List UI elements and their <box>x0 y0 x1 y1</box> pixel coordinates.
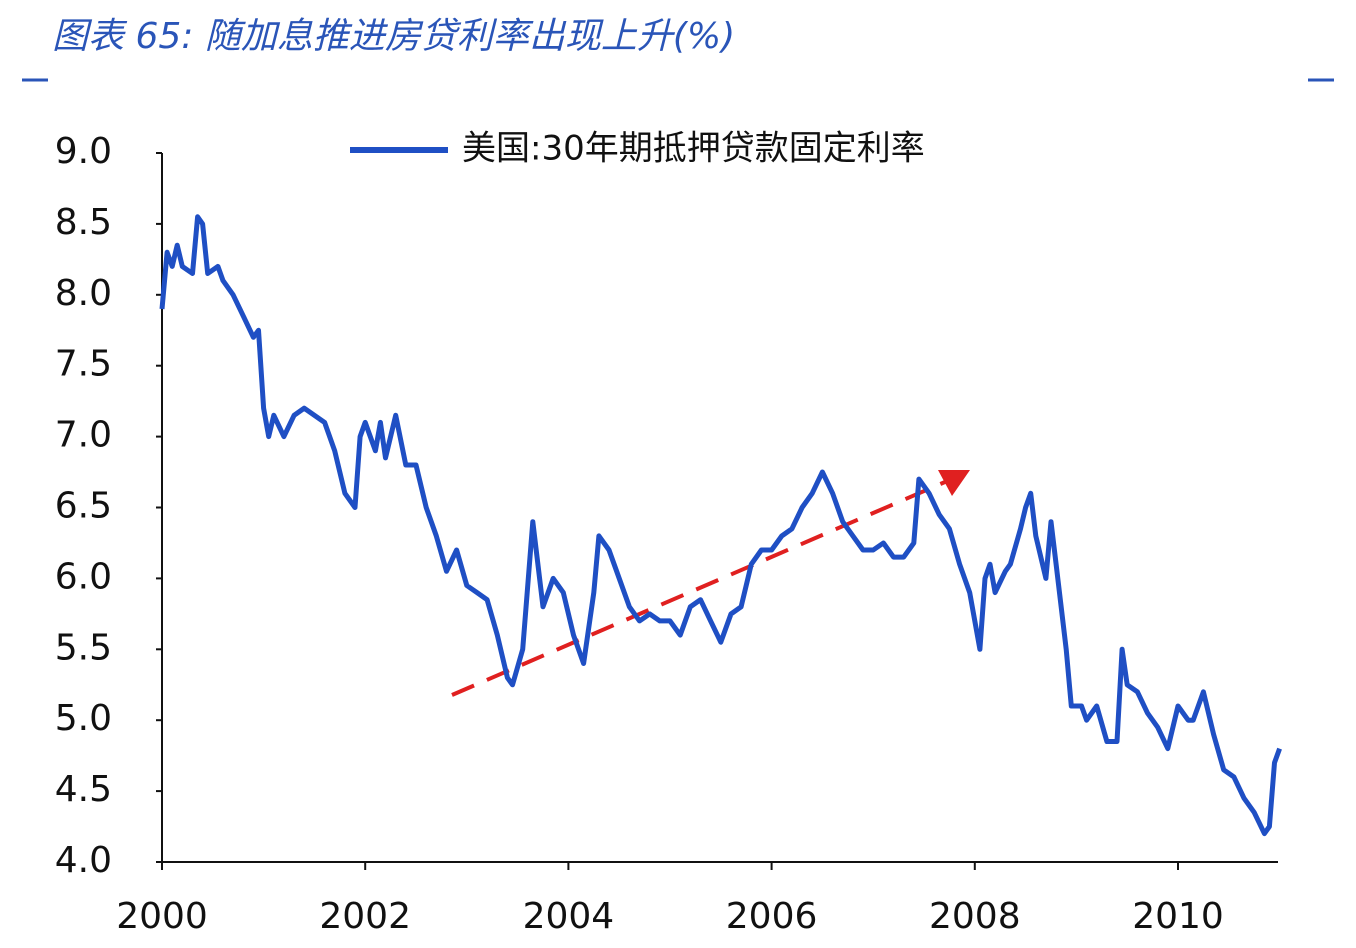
legend-label: 美国:30年期抵押贷款固定利率 <box>462 129 925 169</box>
y-tick-label: 5.0 <box>55 698 112 739</box>
y-tick-label: 7.5 <box>55 344 112 385</box>
y-tick-label: 4.5 <box>55 769 112 810</box>
trend-arrow <box>451 480 946 697</box>
x-tick-label: 2008 <box>929 896 1021 937</box>
series-line <box>159 214 1282 837</box>
y-tick-label: 8.0 <box>55 273 112 314</box>
y-tick-label: 5.5 <box>55 627 112 668</box>
y-tick-label: 9.0 <box>55 131 112 172</box>
x-tick-label: 2000 <box>116 896 208 937</box>
y-tick-label: 8.5 <box>55 202 112 243</box>
x-tick-label: 2002 <box>319 896 411 937</box>
y-tick-label: 7.0 <box>55 415 112 456</box>
chart-title: 图表 65: 随加息推进房贷利率出现上升(%) <box>52 16 735 57</box>
trend-arrow-head <box>938 470 970 496</box>
x-tick-label: 2004 <box>523 896 615 937</box>
x-tick-label: 2010 <box>1132 896 1224 937</box>
y-tick-label: 4.0 <box>55 840 112 881</box>
y-tick-label: 6.0 <box>55 556 112 597</box>
x-tick-label: 2006 <box>726 896 818 937</box>
y-tick-label: 6.5 <box>55 486 112 527</box>
